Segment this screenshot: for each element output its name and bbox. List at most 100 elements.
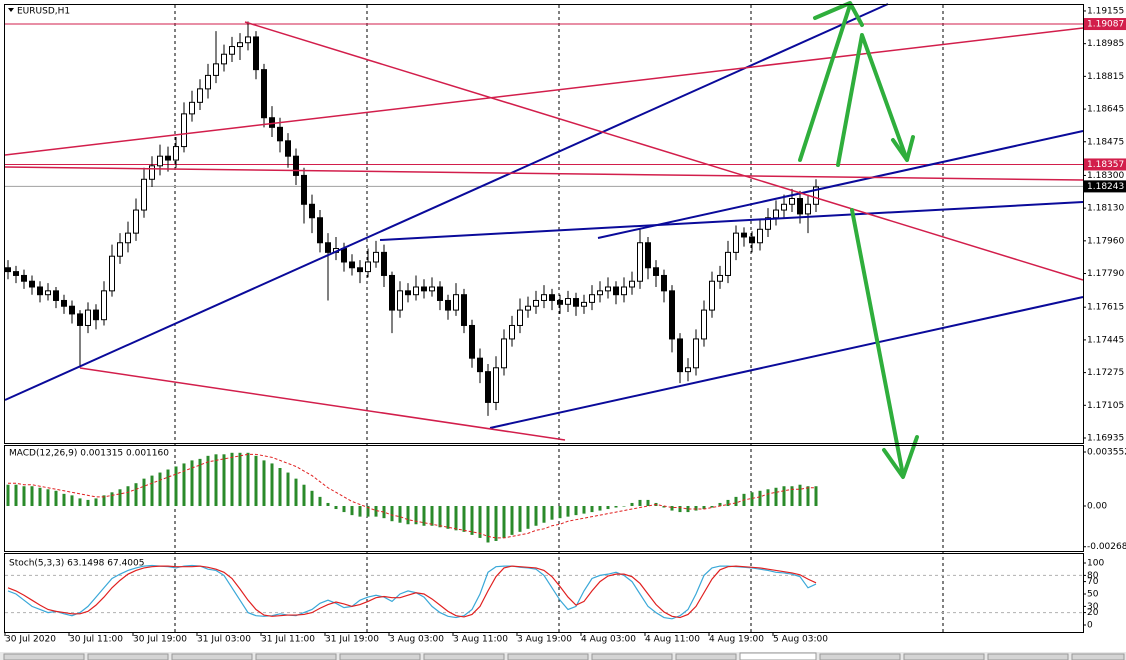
candle-body: [621, 286, 627, 296]
candle-body: [485, 371, 491, 403]
y-tick-label: 80: [1087, 571, 1099, 581]
tab[interactable]: [255, 653, 337, 660]
symbol-menu-icon[interactable]: [8, 8, 14, 12]
price-label-box: [1084, 180, 1126, 193]
tab[interactable]: [423, 653, 505, 660]
candle-body: [597, 290, 603, 296]
candle-body: [493, 367, 499, 403]
tab[interactable]: [591, 653, 673, 660]
candle-body: [405, 290, 411, 296]
candle-body: [13, 271, 19, 276]
macd-bar: [430, 506, 434, 526]
tab[interactable]: [171, 653, 253, 660]
trendline[interactable]: [4, 27, 1084, 156]
y-tick-label: 1.19155: [1087, 6, 1124, 16]
candle-body: [605, 286, 611, 292]
macd-bar: [630, 502, 634, 507]
macd-bar: [678, 506, 682, 513]
candle-body: [629, 280, 635, 288]
candle-body: [77, 313, 83, 326]
candle-body: [133, 209, 139, 234]
candle-body: [109, 255, 115, 292]
macd-bar: [78, 498, 82, 507]
macd-bar: [14, 484, 18, 507]
trendline[interactable]: [4, 3, 889, 401]
tab-active[interactable]: [739, 652, 817, 660]
tab[interactable]: [507, 653, 589, 660]
macd-bar: [702, 506, 706, 510]
macd-bar: [94, 498, 98, 507]
macd-bar: [542, 506, 546, 523]
trendline[interactable]: [597, 130, 1084, 239]
candle-body: [797, 198, 803, 215]
candle-body: [325, 242, 331, 253]
macd-bar: [374, 506, 378, 517]
macd-bar: [766, 489, 770, 507]
candle-body: [213, 63, 219, 76]
candle-body: [189, 101, 195, 115]
y-tick-label: 50: [1087, 589, 1099, 599]
macd-bar: [390, 506, 394, 522]
macd-bar: [166, 469, 170, 507]
macd-bar: [502, 506, 506, 538]
macd-bar: [278, 467, 282, 507]
x-tick-label: 4 Aug 19:00: [709, 635, 764, 645]
y-tick-label: 1.17615: [1087, 303, 1124, 313]
candle-body: [229, 46, 235, 55]
tab[interactable]: [675, 653, 737, 660]
macd-bar: [262, 460, 266, 507]
candle-body: [93, 309, 99, 321]
macd-bar: [102, 495, 106, 507]
macd-bar: [6, 484, 10, 507]
candle-body: [285, 140, 291, 157]
candle-body: [309, 203, 315, 219]
x-tick-label: 3 Aug 19:00: [517, 635, 572, 645]
macd-bar: [622, 506, 626, 507]
macd-bar: [358, 506, 362, 517]
tab[interactable]: [87, 653, 169, 660]
tab[interactable]: [339, 653, 421, 660]
candle-body: [149, 165, 155, 180]
arrow[interactable]: [798, 3, 852, 162]
macd-bar: [758, 490, 762, 507]
price-label-box: [1084, 158, 1126, 171]
data-layer: 1.19155 1.18985 1.18815 1.18645 1.18475 1.183…: [4, 6, 1126, 645]
candle-body: [277, 126, 283, 142]
macd-frame: [4, 445, 1084, 552]
trendline[interactable]: [244, 21, 1084, 281]
x-tick-label: 30 Jul 11:00: [69, 635, 123, 645]
macd-bar: [22, 486, 26, 507]
candle-body: [517, 309, 523, 326]
candle-body: [301, 174, 307, 205]
macd-bar: [646, 499, 650, 507]
y-tick-label: 1.17790: [1087, 269, 1124, 279]
trendline[interactable]: [79, 367, 566, 441]
trendline[interactable]: [4, 166, 1084, 181]
candle-body: [173, 146, 179, 161]
tab[interactable]: [819, 653, 901, 660]
tab[interactable]: [1071, 653, 1125, 660]
tab[interactable]: [903, 653, 985, 660]
candle-body: [757, 228, 763, 244]
trendline[interactable]: [489, 296, 1084, 429]
macd-bar: [190, 460, 194, 507]
macd-bar: [582, 506, 586, 514]
macd-bar: [486, 506, 490, 543]
macd-bar: [174, 466, 178, 507]
candle-body: [709, 280, 715, 311]
candle-body: [125, 232, 131, 244]
candle-body: [365, 261, 371, 273]
macd-bar: [38, 487, 42, 507]
candle-body: [381, 251, 387, 276]
candle-body: [53, 290, 59, 301]
tab[interactable]: [987, 653, 1069, 660]
candle-body: [165, 155, 171, 161]
candle-body: [373, 251, 379, 263]
tab[interactable]: [3, 653, 85, 660]
arrow[interactable]: [836, 33, 909, 167]
candle-body: [141, 178, 147, 211]
trendline[interactable]: [379, 201, 1084, 241]
arrow[interactable]: [850, 208, 905, 477]
